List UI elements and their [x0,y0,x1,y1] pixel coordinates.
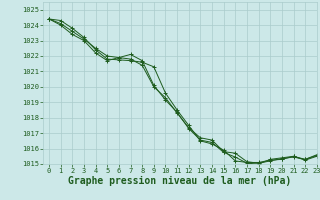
X-axis label: Graphe pression niveau de la mer (hPa): Graphe pression niveau de la mer (hPa) [68,176,292,186]
